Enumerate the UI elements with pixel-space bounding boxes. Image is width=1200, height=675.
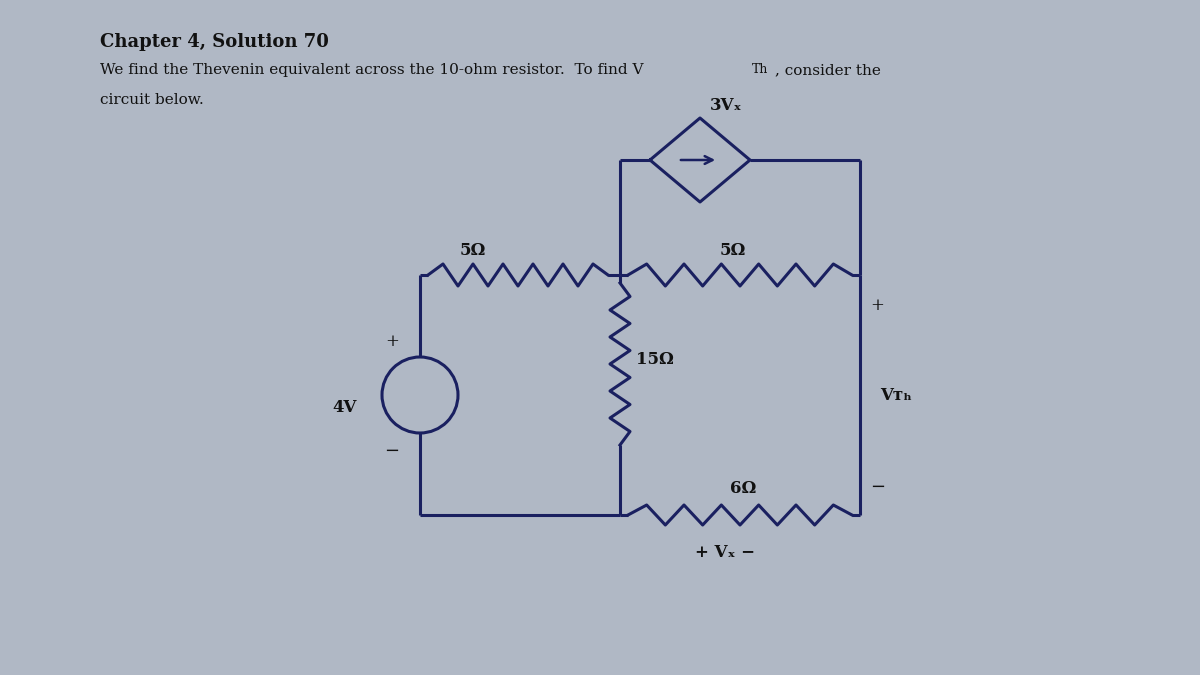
Text: 4V: 4V (332, 398, 356, 416)
Text: , consider the: , consider the (775, 63, 881, 77)
Text: Th: Th (752, 63, 768, 76)
Text: circuit below.: circuit below. (100, 93, 204, 107)
Text: 6Ω: 6Ω (730, 480, 756, 497)
Text: 15Ω: 15Ω (636, 350, 674, 367)
Text: −: − (384, 442, 400, 460)
Text: 3Vₓ: 3Vₓ (710, 97, 743, 114)
Text: +: + (870, 296, 884, 313)
Text: 5Ω: 5Ω (460, 242, 486, 259)
Text: −: − (870, 478, 886, 496)
Text: + Vₓ −: + Vₓ − (695, 544, 755, 561)
Text: +: + (385, 333, 398, 350)
Text: Chapter 4, Solution 70: Chapter 4, Solution 70 (100, 33, 329, 51)
Text: 5Ω: 5Ω (720, 242, 746, 259)
Text: Vᴛₕ: Vᴛₕ (880, 387, 912, 404)
Text: We find the Thevenin equivalent across the 10-ohm resistor.  To find V: We find the Thevenin equivalent across t… (100, 63, 643, 77)
